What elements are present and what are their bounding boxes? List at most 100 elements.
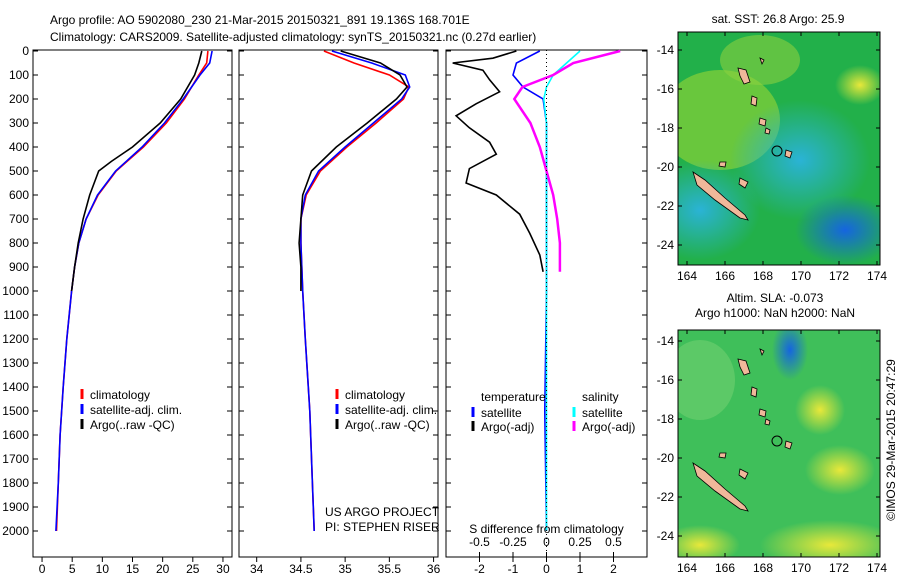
y-tick-label: 1100 — [3, 308, 29, 322]
x-tick-label: 20 — [156, 562, 170, 576]
salinity-panel: 34 34.5 35 35.5 36 salinity climatologysatelli… — [238, 49, 441, 580]
island-shape — [692, 171, 749, 221]
island-shape — [758, 408, 767, 418]
x-tick-label: 10 — [96, 562, 110, 576]
series-line-s-argo-adj- — [512, 49, 621, 272]
argo-location-marker — [771, 145, 783, 157]
x-tick-label: 5 — [69, 562, 76, 576]
x-tick-label: 34 — [250, 562, 264, 576]
x-tick-label: 34.5 — [289, 562, 313, 576]
lat-tick-label: -18 — [657, 412, 675, 426]
island-shape — [759, 348, 765, 357]
island-shape — [737, 358, 751, 376]
legend-title-salinity: salinity — [582, 390, 619, 404]
y-tick-label: 900 — [9, 260, 29, 274]
y-tick-label: 0 — [22, 44, 29, 58]
lat-tick-label: -24 — [657, 238, 675, 252]
lat-tick-label: -14 — [657, 43, 675, 57]
lat-tick-label: -14 — [657, 334, 675, 348]
lon-tick-label: 170 — [791, 561, 811, 575]
lon-tick-label: 174 — [867, 561, 887, 575]
credit-text: ©IMOS 29-Mar-2015 20:47:29 — [884, 359, 898, 521]
island-shape — [737, 67, 751, 85]
y-tick-label: 600 — [9, 188, 29, 202]
lat-tick-label: -16 — [657, 373, 675, 387]
island-shape — [784, 440, 793, 450]
y-tick-label: 300 — [9, 116, 29, 130]
y-tick-label: 200 — [9, 92, 29, 106]
y-tick-label: 1600 — [2, 428, 29, 442]
s-tick-label: 0.25 — [568, 535, 592, 549]
island-shape — [759, 57, 765, 66]
island-shape — [764, 418, 771, 426]
lat-tick-label: -22 — [657, 490, 675, 504]
x-tick-label: 30 — [216, 562, 230, 576]
lon-tick-label: 168 — [753, 269, 773, 283]
x-tick-label: 35 — [338, 562, 352, 576]
s-tick-label: 0 — [543, 535, 550, 549]
island-shape — [738, 468, 749, 480]
y-tick-label: 800 — [9, 236, 29, 250]
island-shape — [692, 462, 749, 512]
sla-map-subtitle: Argo h1000: NaN h2000: NaN — [695, 306, 855, 320]
x-tick-label: 0 — [39, 562, 46, 576]
y-tick-label: 1500 — [2, 404, 29, 418]
y-tick-label: 1800 — [2, 476, 29, 490]
lon-tick-label: 166 — [715, 269, 735, 283]
x-tick-label: 2 — [610, 562, 617, 576]
x-axis-label: T difference from climatology — [470, 578, 624, 580]
sst-map: sat. SST: 26.8 Argo: 25.9 164 166 168 170 17… — [657, 12, 888, 283]
lon-tick-label: 168 — [753, 561, 773, 575]
lon-tick-label: 164 — [677, 269, 697, 283]
plot-frame — [238, 49, 439, 558]
s-tick-label: -0.25 — [499, 535, 527, 549]
sst-map-title: sat. SST: 26.8 Argo: 25.9 — [712, 12, 845, 26]
y-tick-label: 1400 — [2, 380, 29, 394]
y-tick-label: 500 — [9, 164, 29, 178]
series-line-satellite-adj-clim- — [300, 50, 411, 532]
series-line-argo-raw-qc- — [298, 50, 408, 291]
s-tick-label: 0.5 — [605, 535, 622, 549]
island-shape — [764, 127, 771, 135]
legend-label: Argo(-adj) — [481, 420, 534, 434]
lat-tick-label: -20 — [657, 451, 675, 465]
series-line-satellite-adj-clim- — [55, 50, 213, 532]
argo-location-marker — [771, 435, 783, 447]
legend-label: satellite — [481, 406, 522, 420]
legend-label: Argo(..raw -QC) — [90, 418, 175, 432]
lon-tick-label: 164 — [677, 561, 697, 575]
s-axis-label: S difference from climatology — [469, 522, 624, 536]
y-tick-label: 2000 — [2, 524, 29, 538]
legend-label: Argo(..raw -QC) — [345, 418, 430, 432]
lon-tick-label: 174 — [867, 269, 887, 283]
y-tick-label: 1700 — [2, 452, 29, 466]
x-tick-label: 36 — [427, 562, 441, 576]
x-tick-label: -1 — [508, 562, 519, 576]
y-tick-label: 100 — [9, 68, 29, 82]
legend-label: satellite-adj. clim. — [345, 403, 437, 417]
series-line-s-satellite — [542, 50, 581, 531]
legend-label: climatology — [90, 388, 150, 402]
difference-panel: -2 -1 0 1 2 T difference from climatology -0.5… — [445, 49, 648, 580]
y-tick-label: 1900 — [2, 500, 29, 514]
title-line-2: Climatology: CARS2009. Satellite-adjuste… — [50, 30, 536, 44]
x-tick-label: 1 — [577, 562, 584, 576]
plot-frame — [32, 49, 233, 558]
island-shape — [738, 177, 749, 189]
x-tick-label: 25 — [186, 562, 200, 576]
s-tick-label: -0.5 — [469, 535, 490, 549]
y-tick-label: 1000 — [2, 284, 29, 298]
x-axis-label: temperature (deg C) — [78, 578, 186, 580]
lat-tick-label: -22 — [657, 199, 675, 213]
title-line-1: Argo profile: AO 5902080_230 21-Mar-2015… — [50, 13, 470, 27]
x-tick-label: -2 — [474, 562, 485, 576]
y-tick-label: 700 — [9, 212, 29, 226]
legend-label: satellite — [582, 406, 623, 420]
lon-tick-label: 166 — [715, 561, 735, 575]
x-tick-label: 35.5 — [378, 562, 402, 576]
temperature-panel: 0100200300400500600700800900100011001200… — [2, 44, 233, 580]
island-shape — [758, 117, 767, 127]
island-shape — [750, 386, 758, 398]
x-axis-label: salinity — [320, 578, 357, 580]
